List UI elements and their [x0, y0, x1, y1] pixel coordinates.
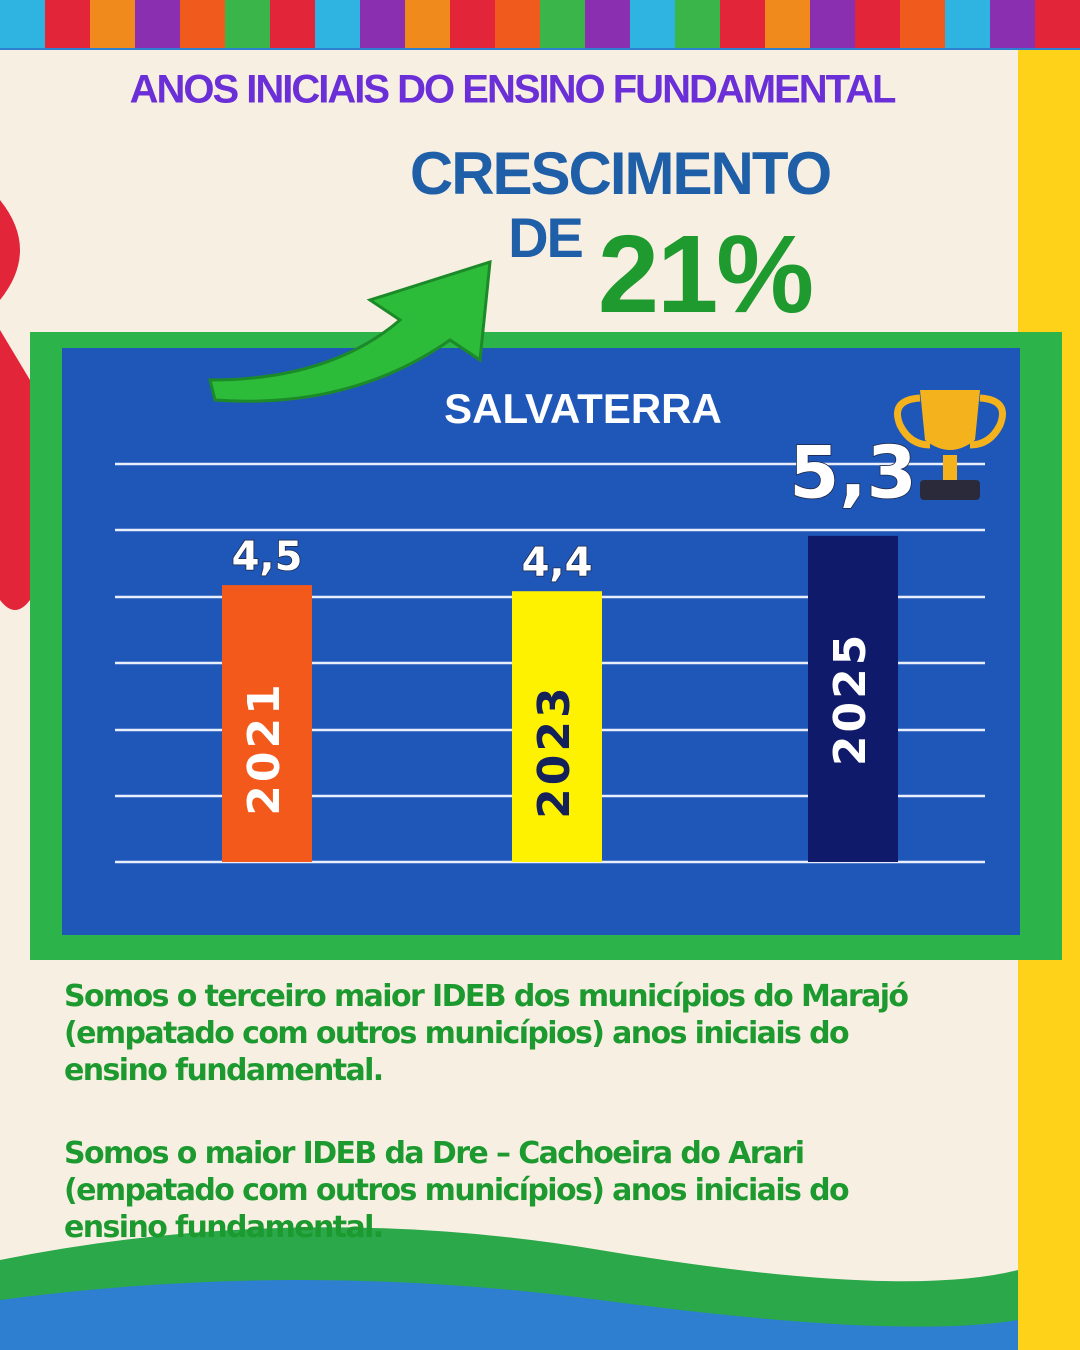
category-label: 2023 [529, 684, 580, 818]
paragraph-line: (empatado com outros municípios) anos in… [64, 1173, 849, 1208]
value-label: 4,4 [522, 540, 593, 586]
chart-title: SALVATERRA [444, 385, 722, 432]
paragraph-line: (empatado com outros municípios) anos in… [64, 1016, 849, 1051]
paragraph-line: ensino fundamental. [64, 1210, 383, 1245]
rocket [0, 200, 30, 610]
page-title: ANOS INICIAIS DO ENSINO FUNDAMENTAL [130, 68, 896, 112]
growth-arrow [208, 259, 492, 403]
paragraph-line: Somos o maior IDEB da Dre – Cachoeira do… [64, 1136, 803, 1171]
icon-tiles [0, 0, 1080, 48]
paragraph-line: Somos o terceiro maior IDEB dos municípi… [64, 979, 908, 1014]
bar [512, 591, 602, 862]
bar [808, 535, 898, 862]
value-label: 4,5 [232, 534, 303, 580]
growth-value: 21% [598, 213, 812, 336]
value-label: 5,3 [789, 430, 917, 514]
paragraph-line: ensino fundamental. [64, 1053, 383, 1088]
growth-text: CRESCIMENTO [410, 140, 831, 207]
category-label: 2021 [239, 681, 290, 815]
bar [222, 585, 312, 862]
text-block: Somos o terceiro maior IDEB dos municípi… [64, 979, 910, 1245]
bottom-wave-blue [0, 1280, 1018, 1350]
category-label: 2025 [825, 632, 876, 766]
growth-text: DE [508, 206, 582, 269]
trophy [894, 390, 1006, 500]
